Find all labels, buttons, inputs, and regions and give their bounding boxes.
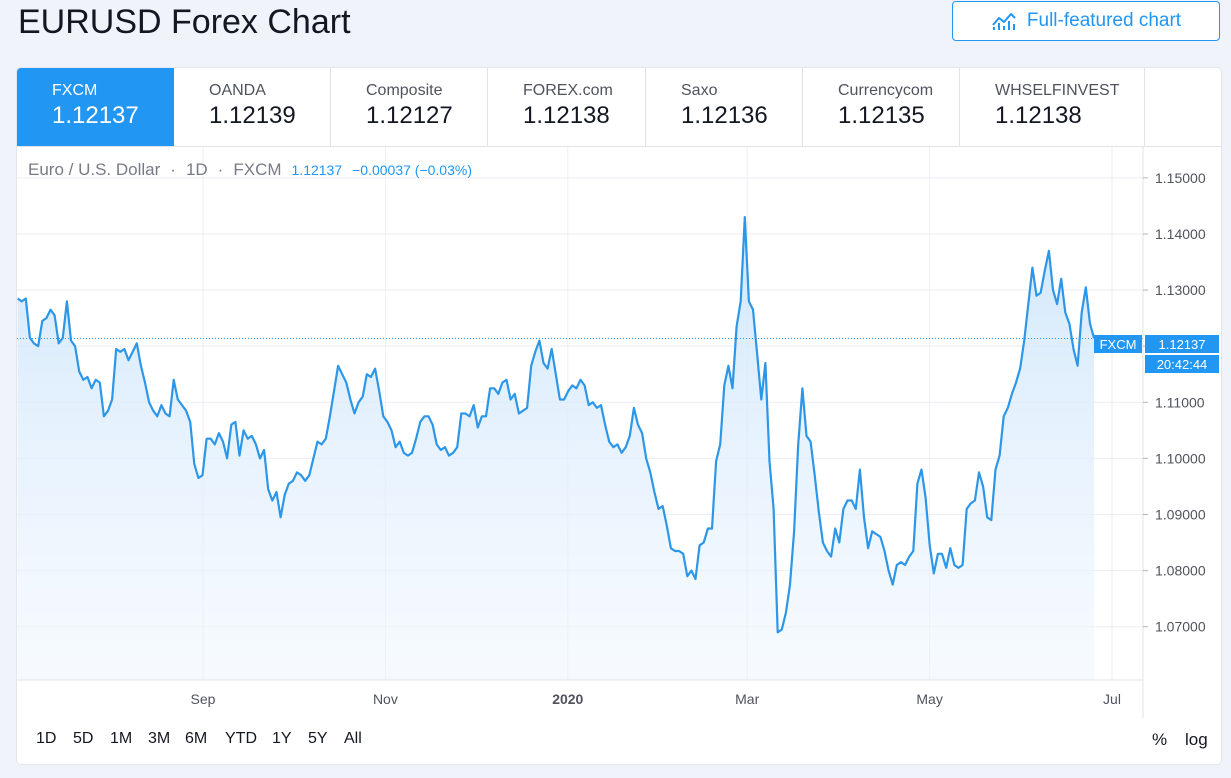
y-tick-label: 1.09000 xyxy=(1155,506,1206,522)
time-axis: Sep Nov 2020 Mar May Jul xyxy=(191,691,1121,707)
price-tag: FXCM 1.12137 20:42:44 xyxy=(1094,335,1219,373)
tab-price: 1.12138 xyxy=(995,102,1082,129)
tab-name: OANDA xyxy=(209,82,266,99)
log-scale-button[interactable]: log xyxy=(1185,730,1208,749)
tab-currencycom[interactable]: Currencycom 1.12135 xyxy=(803,68,960,146)
x-tick-label: May xyxy=(916,691,942,707)
full-featured-chart-label: Full-featured chart xyxy=(1026,10,1182,31)
price-tag-label: FXCM xyxy=(1100,337,1137,352)
tab-price: 1.12138 xyxy=(523,102,610,129)
full-featured-chart-button[interactable]: Full-featured chart xyxy=(952,1,1220,41)
tab-name: Currencycom xyxy=(838,82,934,99)
y-tick-label: 1.11000 xyxy=(1155,394,1205,410)
range-3m-button[interactable]: 3M xyxy=(148,730,171,747)
tab-name: FXCM xyxy=(52,82,98,99)
price-tag-value: 1.12137 xyxy=(1159,337,1206,352)
range-1y-button[interactable]: 1Y xyxy=(272,730,292,747)
y-tick-label: 1.08000 xyxy=(1155,563,1206,579)
chart-widget: FXCM 1.12137 OANDA 1.12139 Composite 1.1… xyxy=(17,68,1221,764)
tab-composite[interactable]: Composite 1.12127 xyxy=(331,68,488,146)
legend-symbol: Euro / U.S. Dollar xyxy=(28,160,161,179)
range-1d-button[interactable]: 1D xyxy=(36,730,57,747)
tab-name: FOREX.com xyxy=(523,82,613,99)
range-toolbar: 1D 5D 1M 3M 6M YTD 1Y 5Y All % log xyxy=(17,718,1221,764)
tab-fxcm[interactable]: FXCM 1.12137 xyxy=(17,68,174,146)
y-tick-label: 1.07000 xyxy=(1155,619,1206,635)
legend-source: FXCM xyxy=(233,160,282,179)
x-tick-label: 2020 xyxy=(552,691,583,707)
tab-price: 1.12137 xyxy=(52,102,139,129)
y-tick-label: 1.14000 xyxy=(1155,226,1206,242)
chart-icon xyxy=(992,13,1016,30)
price-area xyxy=(17,217,1095,680)
range-1m-button[interactable]: 1M xyxy=(110,730,133,747)
y-tick-label: 1.10000 xyxy=(1155,450,1206,466)
price-chart[interactable]: 1.150001.140001.130001.120001.110001.100… xyxy=(17,147,1221,718)
tab-saxo[interactable]: Saxo 1.12136 xyxy=(646,68,803,146)
range-5d-button[interactable]: 5D xyxy=(73,730,94,747)
legend-interval: 1D xyxy=(185,160,208,179)
tab-price: 1.12139 xyxy=(209,102,296,129)
y-tick-label: 1.13000 xyxy=(1155,282,1206,298)
y-tick-label: 1.15000 xyxy=(1155,170,1206,186)
tab-whselfinvest[interactable]: WHSELFINVEST 1.12138 xyxy=(960,68,1145,146)
percent-scale-button[interactable]: % xyxy=(1152,730,1168,749)
tab-forex-com[interactable]: FOREX.com 1.12138 xyxy=(488,68,646,146)
x-tick-label: Sep xyxy=(191,691,216,707)
price-line xyxy=(17,216,1096,634)
range-5y-button[interactable]: 5Y xyxy=(308,730,328,747)
legend-separator: · xyxy=(170,160,176,179)
tab-price: 1.12135 xyxy=(838,102,925,129)
tab-name: WHSELFINVEST xyxy=(995,82,1120,99)
legend-separator: · xyxy=(217,160,224,179)
price-tag-time: 20:42:44 xyxy=(1157,357,1208,372)
tab-oanda[interactable]: OANDA 1.12139 xyxy=(174,68,331,146)
range-all-button[interactable]: All xyxy=(344,730,362,747)
legend-change: −0.00037 (−0.03%) xyxy=(352,162,472,178)
range-ytd-button[interactable]: YTD xyxy=(225,730,257,747)
x-tick-label: Nov xyxy=(373,691,398,707)
price-axis: 1.150001.140001.130001.120001.110001.100… xyxy=(1143,170,1206,635)
chart-legend: Euro / U.S. Dollar · 1D · FXCM 1.12137 −… xyxy=(28,160,472,180)
range-6m-button[interactable]: 6M xyxy=(185,730,208,747)
legend-last-price: 1.12137 xyxy=(291,162,343,178)
tab-name: Saxo xyxy=(681,82,718,99)
tab-price: 1.12127 xyxy=(366,102,453,129)
tab-price: 1.12136 xyxy=(681,102,768,129)
x-tick-label: Mar xyxy=(735,691,759,707)
source-tabs: FXCM 1.12137 OANDA 1.12139 Composite 1.1… xyxy=(17,68,1221,147)
page-title: EURUSD Forex Chart xyxy=(18,3,351,41)
x-tick-label: Jul xyxy=(1103,691,1121,707)
tab-name: Composite xyxy=(366,82,443,99)
